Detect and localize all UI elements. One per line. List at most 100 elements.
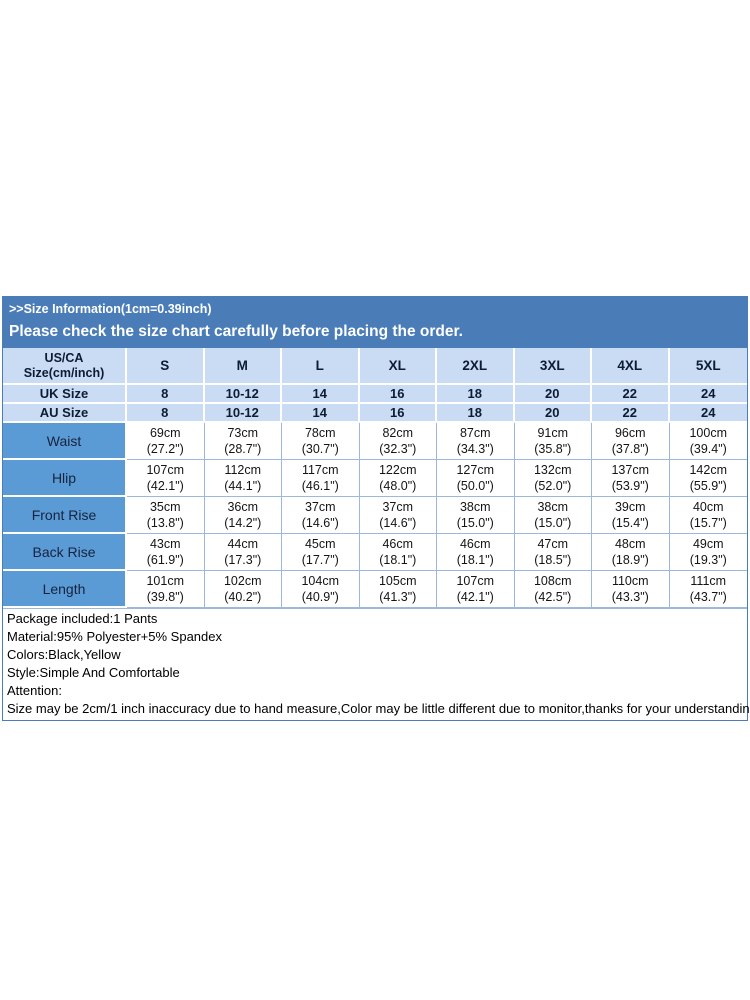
cm-value: 91cm bbox=[537, 426, 569, 440]
cm-value: 73cm bbox=[227, 426, 259, 440]
uk-size-row-value: 20 bbox=[514, 385, 592, 404]
inch-value: (15.0") bbox=[534, 516, 572, 530]
uk-size-row-value: 22 bbox=[592, 385, 670, 404]
cm-value: 100cm bbox=[689, 426, 728, 440]
cm-value: 39cm bbox=[614, 500, 646, 514]
measure-cell: 37cm (14.6") bbox=[359, 497, 437, 534]
measure-cell: 104cm (40.9") bbox=[282, 571, 360, 608]
cm-value: 122cm bbox=[378, 463, 417, 477]
inch-value: (43.3") bbox=[611, 590, 649, 604]
measure-cell: 73cm (28.7") bbox=[204, 423, 282, 460]
banner: >>Size Information(1cm=0.39inch) Please … bbox=[3, 297, 747, 348]
inch-value: (18.1") bbox=[456, 553, 494, 567]
measure-row: Length 101cm (39.8") 102cm (40.2") 104cm (40.9… bbox=[3, 571, 747, 608]
inch-value: (17.3") bbox=[224, 553, 262, 567]
cm-value: 49cm bbox=[692, 537, 724, 551]
measure-cell: 43cm (61.9") bbox=[127, 534, 205, 571]
inch-value: (14.2") bbox=[224, 516, 262, 530]
au-size-row-value: 8 bbox=[127, 404, 205, 423]
inch-value: (40.2") bbox=[224, 590, 262, 604]
inch-value: (17.7") bbox=[301, 553, 339, 567]
uk-size-row-value: 18 bbox=[437, 385, 515, 404]
cm-value: 132cm bbox=[533, 463, 572, 477]
measure-cell: 137cm (53.9") bbox=[592, 460, 670, 497]
measure-cell: 40cm (15.7") bbox=[669, 497, 747, 534]
measure-cell: 110cm (43.3") bbox=[592, 571, 670, 608]
cm-value: 40cm bbox=[692, 500, 724, 514]
cm-value: 105cm bbox=[378, 574, 417, 588]
uk-size-row: UK Size 8 10-12 14 16 18 20 22 24 bbox=[3, 385, 747, 404]
cm-value: 108cm bbox=[533, 574, 572, 588]
inch-value: (43.7") bbox=[689, 590, 727, 604]
note-line: Material:95% Polyester+5% Spandex bbox=[7, 629, 222, 644]
cm-value: 107cm bbox=[146, 463, 185, 477]
inch-value: (44.1") bbox=[224, 479, 262, 493]
size-col-header: M bbox=[204, 348, 282, 385]
measure-cell: 111cm (43.7") bbox=[669, 571, 747, 608]
measure-cell: 39cm (15.4") bbox=[592, 497, 670, 534]
cm-value: 36cm bbox=[227, 500, 259, 514]
cm-value: 37cm bbox=[382, 500, 414, 514]
uk-size-row-value: 8 bbox=[127, 385, 205, 404]
cm-value: 137cm bbox=[611, 463, 650, 477]
cm-value: 48cm bbox=[614, 537, 646, 551]
note-line: Style:Simple And Comfortable bbox=[7, 665, 180, 680]
cm-value: 101cm bbox=[146, 574, 185, 588]
measure-cell: 91cm (35.8") bbox=[514, 423, 592, 460]
measure-cell: 69cm (27.2") bbox=[127, 423, 205, 460]
cm-value: 104cm bbox=[301, 574, 340, 588]
banner-title: >>Size Information(1cm=0.39inch) bbox=[9, 302, 212, 316]
inch-value: (46.1") bbox=[301, 479, 339, 493]
cm-value: 38cm bbox=[537, 500, 569, 514]
cm-value: 87cm bbox=[459, 426, 491, 440]
au-size-row-label: AU Size bbox=[3, 404, 127, 423]
measure-cell: 44cm (17.3") bbox=[204, 534, 282, 571]
measure-cell: 142cm (55.9") bbox=[669, 460, 747, 497]
inch-value: (15.4") bbox=[611, 516, 649, 530]
measure-cell: 38cm (15.0") bbox=[437, 497, 515, 534]
measure-cell: 132cm (52.0") bbox=[514, 460, 592, 497]
measure-cell: 35cm (13.8") bbox=[127, 497, 205, 534]
uk-size-row-value: 24 bbox=[669, 385, 747, 404]
cm-value: 117cm bbox=[301, 463, 339, 477]
cm-value: 37cm bbox=[304, 500, 336, 514]
cm-value: 46cm bbox=[382, 537, 414, 551]
cm-value: 38cm bbox=[459, 500, 491, 514]
inch-value: (18.9") bbox=[611, 553, 649, 567]
cm-value: 107cm bbox=[456, 574, 495, 588]
inch-value: (35.8") bbox=[534, 442, 572, 456]
inch-value: (13.8") bbox=[146, 516, 184, 530]
measure-cell: 108cm (42.5") bbox=[514, 571, 592, 608]
measure-cell: 127cm (50.0") bbox=[437, 460, 515, 497]
measure-cell: 37cm (14.6") bbox=[282, 497, 360, 534]
measure-cell: 48cm (18.9") bbox=[592, 534, 670, 571]
measure-cell: 102cm (40.2") bbox=[204, 571, 282, 608]
measure-cell: 47cm (18.5") bbox=[514, 534, 592, 571]
measure-cell: 78cm (30.7") bbox=[282, 423, 360, 460]
inch-value: (15.7") bbox=[689, 516, 727, 530]
measure-cell: 105cm (41.3") bbox=[359, 571, 437, 608]
inch-value: (18.1") bbox=[379, 553, 417, 567]
cm-value: 112cm bbox=[224, 463, 262, 477]
note-line: Attention: bbox=[7, 683, 62, 698]
inch-value: (48.0") bbox=[379, 479, 417, 493]
au-size-row-value: 24 bbox=[669, 404, 747, 423]
inch-value: (37.8") bbox=[611, 442, 649, 456]
uk-size-row-label: UK Size bbox=[3, 385, 127, 404]
corner-label-line1: US/CA bbox=[44, 350, 84, 365]
measure-cell: 87cm (34.3") bbox=[437, 423, 515, 460]
au-size-row-value: 22 bbox=[592, 404, 670, 423]
inch-value: (27.2") bbox=[146, 442, 184, 456]
measure-cell: 101cm (39.8") bbox=[127, 571, 205, 608]
inch-value: (18.5") bbox=[534, 553, 572, 567]
measure-row-label: Back Rise bbox=[3, 534, 127, 571]
measure-cell: 112cm (44.1") bbox=[204, 460, 282, 497]
cm-value: 46cm bbox=[459, 537, 491, 551]
inch-value: (50.0") bbox=[456, 479, 494, 493]
inch-value: (19.3") bbox=[689, 553, 727, 567]
size-col-header: 3XL bbox=[514, 348, 592, 385]
uk-size-row-value: 14 bbox=[282, 385, 360, 404]
au-size-row-value: 18 bbox=[437, 404, 515, 423]
cm-value: 43cm bbox=[149, 537, 181, 551]
size-col-header: 4XL bbox=[592, 348, 670, 385]
